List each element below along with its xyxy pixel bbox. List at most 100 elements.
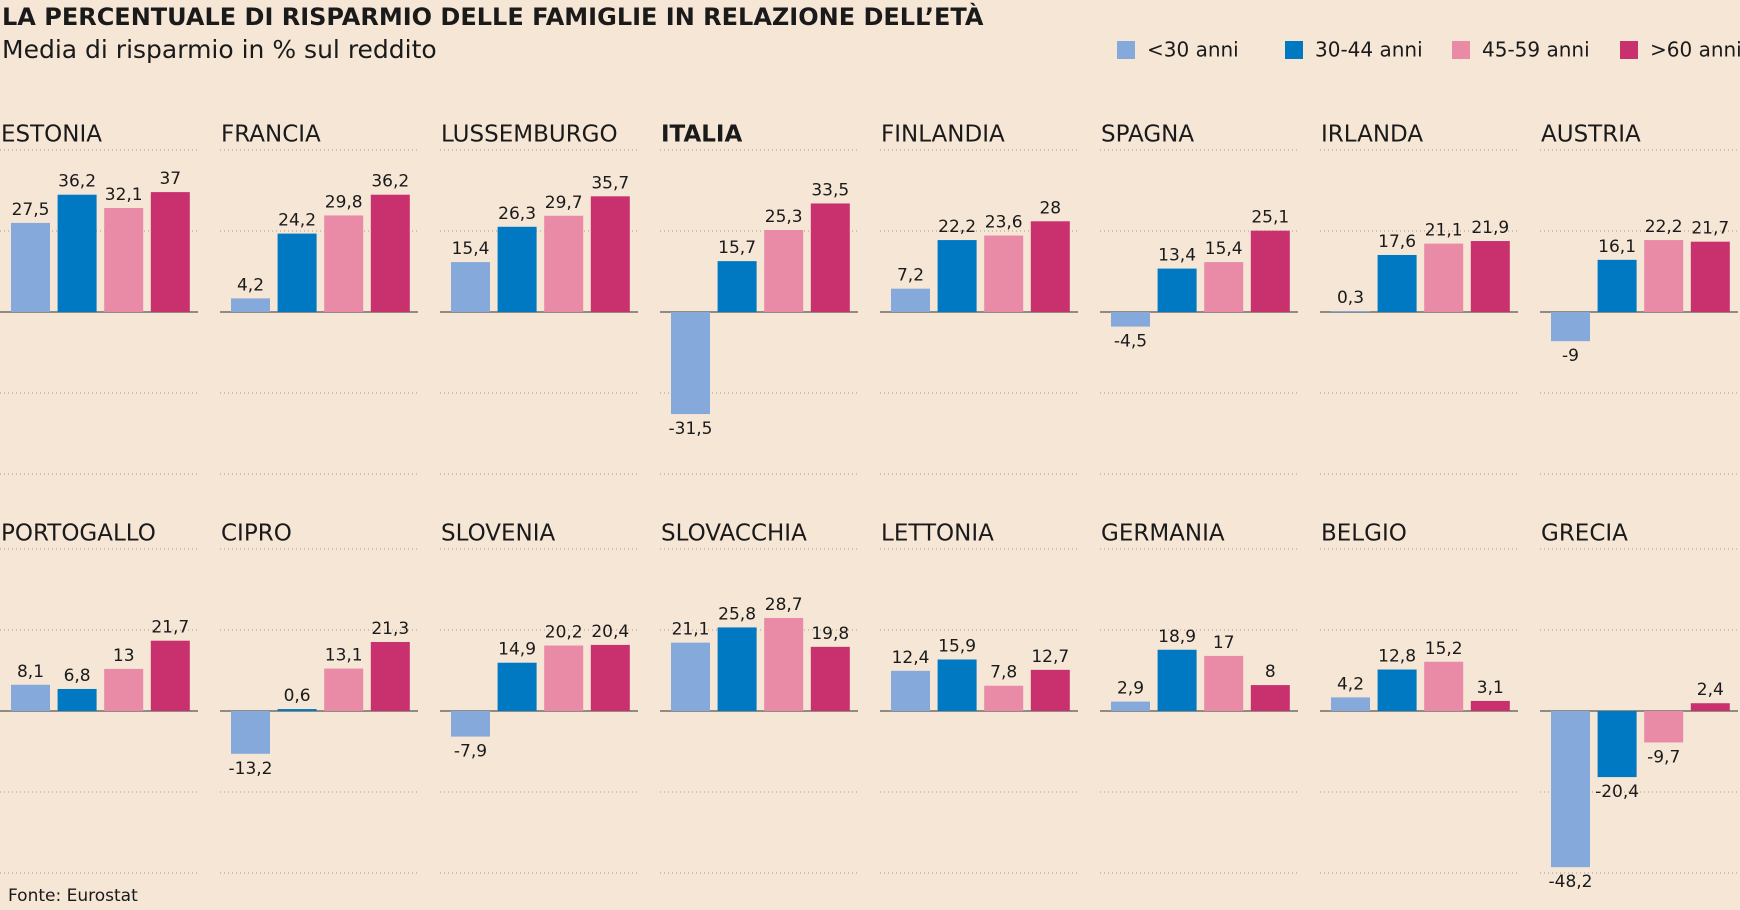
value-label: 29,8 <box>325 192 363 212</box>
panel-title: LETTONIA <box>881 521 994 547</box>
bar <box>231 298 270 312</box>
value-label: 0,6 <box>284 686 311 706</box>
legend-label: >60 anni <box>1650 38 1740 62</box>
value-label: -4,5 <box>1114 332 1147 352</box>
panel-title: ESTONIA <box>1 122 102 148</box>
panel-title: CIPRO <box>221 521 292 547</box>
bar <box>810 646 850 711</box>
value-label: 21,1 <box>672 620 710 640</box>
bar <box>1250 685 1290 711</box>
bar <box>1111 701 1150 711</box>
value-label: 23,6 <box>985 213 1023 233</box>
bar <box>497 226 537 312</box>
value-label: 21,7 <box>1691 219 1729 239</box>
bar <box>590 196 630 312</box>
bar <box>1111 312 1150 327</box>
value-label: 13,4 <box>1158 246 1196 266</box>
value-label: 25,3 <box>765 207 803 227</box>
value-label: 6,8 <box>64 666 91 686</box>
value-label: -7,9 <box>454 742 487 762</box>
bar <box>1551 711 1590 868</box>
value-label: 27,5 <box>12 200 50 220</box>
chart-subtitle: Media di risparmio in % sul reddito <box>2 35 437 64</box>
bar <box>1597 711 1637 778</box>
bar <box>150 640 190 711</box>
value-label: 16,1 <box>1598 237 1636 257</box>
bar <box>1377 254 1417 312</box>
value-label: 20,4 <box>591 622 629 642</box>
panel-title: BELGIO <box>1321 521 1407 547</box>
bar <box>370 641 410 711</box>
value-label: 21,1 <box>1425 221 1463 241</box>
bar <box>1331 311 1370 312</box>
bar <box>544 645 584 711</box>
value-label: 15,2 <box>1425 639 1463 659</box>
value-label: 37 <box>159 169 181 189</box>
value-label: 4,2 <box>1337 674 1364 694</box>
panel-title: PORTOGALLO <box>1 521 156 547</box>
bar <box>764 230 804 312</box>
legend-label: 45-59 anni <box>1482 38 1590 62</box>
bar <box>1424 243 1464 312</box>
value-label: 29,7 <box>545 193 583 213</box>
bar <box>1690 703 1730 711</box>
bar <box>1470 700 1510 711</box>
value-label: 21,7 <box>151 618 189 638</box>
value-label: 8,1 <box>17 662 44 682</box>
value-label: 12,7 <box>1031 647 1069 667</box>
bar <box>104 207 144 312</box>
bar <box>1551 312 1590 342</box>
bar <box>57 194 97 312</box>
value-label: 22,2 <box>938 217 976 237</box>
bar <box>1157 649 1197 711</box>
panel-title: SLOVENIA <box>441 521 556 547</box>
bar <box>1377 669 1417 711</box>
panel-title: SPAGNA <box>1101 122 1194 148</box>
value-label: 36,2 <box>371 172 409 192</box>
value-label: 7,2 <box>897 266 924 286</box>
bar <box>324 215 364 312</box>
bar <box>1644 240 1684 312</box>
bar <box>1030 221 1070 312</box>
bar <box>1204 262 1244 312</box>
source: Fonte: Eurostat <box>8 886 138 906</box>
value-label: 13,1 <box>325 646 363 666</box>
value-label: 15,4 <box>1205 239 1243 259</box>
bar <box>104 668 144 711</box>
value-label: 21,9 <box>1471 218 1509 238</box>
bar <box>1331 697 1370 711</box>
value-label: 32,1 <box>105 185 143 205</box>
value-label: 28,7 <box>765 595 803 615</box>
bar <box>324 668 364 711</box>
value-label: -13,2 <box>229 759 273 779</box>
value-label: 0,3 <box>1337 288 1364 308</box>
bar <box>1470 241 1510 312</box>
value-label: -9 <box>1562 346 1579 366</box>
value-label: 4,2 <box>237 275 264 295</box>
value-label: 36,2 <box>58 172 96 192</box>
bar <box>937 659 977 711</box>
value-label: 17 <box>1213 633 1235 653</box>
bar <box>451 711 490 737</box>
bar <box>11 684 50 711</box>
legend-swatch <box>1620 41 1638 59</box>
value-label: 2,9 <box>1117 679 1144 699</box>
value-label: -48,2 <box>1549 872 1593 892</box>
value-label: 17,6 <box>1378 232 1416 252</box>
value-label: 15,4 <box>452 239 490 259</box>
bar <box>231 711 270 754</box>
value-label: 20,2 <box>545 623 583 643</box>
panel-title: GRECIA <box>1541 521 1628 547</box>
value-label: 18,9 <box>1158 627 1196 647</box>
value-label: 19,8 <box>811 624 849 644</box>
bar <box>57 688 97 711</box>
panel-title: FINLANDIA <box>881 122 1005 148</box>
bar <box>764 618 804 711</box>
value-label: 26,3 <box>498 204 536 224</box>
bar <box>370 194 410 312</box>
bar <box>1157 268 1197 312</box>
bar <box>717 261 757 312</box>
value-label: 7,8 <box>990 663 1017 683</box>
